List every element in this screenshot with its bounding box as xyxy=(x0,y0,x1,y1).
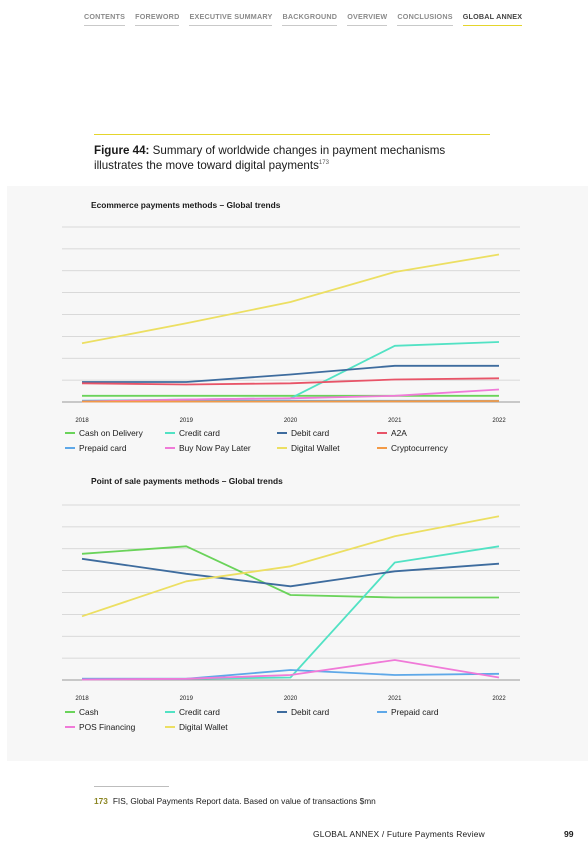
legend-label: Digital Wallet xyxy=(179,722,228,732)
chart2-series-debit-card xyxy=(81,557,500,588)
top-navigation: CONTENTS FOREWORD EXECUTIVE SUMMARY BACK… xyxy=(84,12,523,26)
legend-label: Cash on Delivery xyxy=(79,428,143,438)
legend-label: Cryptocurrency xyxy=(391,443,448,453)
chart1-title: Ecommerce payments methods – Global tren… xyxy=(91,200,281,210)
legend-swatch xyxy=(277,432,287,434)
nav-overview[interactable]: OVERVIEW xyxy=(347,12,388,26)
chart2-legend-credit-card: Credit card xyxy=(165,707,277,717)
charts-panel: Ecommerce payments methods – Global tren… xyxy=(7,186,588,761)
legend-label: Prepaid card xyxy=(391,707,439,717)
chart1-legend-cryptocurrency: Cryptocurrency xyxy=(377,443,497,453)
legend-swatch xyxy=(277,711,287,713)
chart2-x-tick-label: 2019 xyxy=(180,696,194,702)
chart2-x-tick-label: 2022 xyxy=(492,696,506,702)
nav-executive-summary[interactable]: EXECUTIVE SUMMARY xyxy=(189,12,273,26)
chart2-legend: Cash Credit card Debit card Prepaid card POS… xyxy=(65,707,525,732)
chart1-x-tick-label: 2020 xyxy=(284,418,298,424)
chart1-legend-cash-on-delivery: Cash on Delivery xyxy=(65,428,165,438)
legend-label: Credit card xyxy=(179,428,220,438)
chart1-x-tick-label: 2021 xyxy=(388,418,402,424)
chart1-legend-debit-card: Debit card xyxy=(277,428,377,438)
chart2-series-pos-financing xyxy=(81,659,500,681)
chart1-legend-credit-card: Credit card xyxy=(165,428,277,438)
legend-swatch xyxy=(377,432,387,434)
legend-swatch xyxy=(165,726,175,728)
legend-label: Debit card xyxy=(291,707,330,717)
chart2-legend-prepaid-card: Prepaid card xyxy=(377,707,497,717)
legend-swatch xyxy=(277,447,287,449)
footnote: 173 FIS, Global Payments Report data. Bas… xyxy=(94,796,376,806)
chart1-series-credit-card xyxy=(81,341,500,402)
legend-swatch xyxy=(165,447,175,449)
figure-title-text: Summary of worldwide changes in payment … xyxy=(94,144,446,172)
chart2-legend-debit-card: Debit card xyxy=(277,707,377,717)
legend-swatch xyxy=(65,726,75,728)
chart1-series-debit-card xyxy=(82,364,499,383)
ecommerce-line-chart: 2018 2019 2020 2021 2022 xyxy=(62,226,520,424)
legend-swatch xyxy=(65,432,75,434)
chart1-x-tick-label: 2022 xyxy=(492,418,506,424)
legend-swatch xyxy=(65,711,75,713)
legend-label: POS Financing xyxy=(79,722,136,732)
nav-foreword[interactable]: FOREWORD xyxy=(135,12,180,26)
legend-swatch xyxy=(165,432,175,434)
figure-reference: 173 xyxy=(318,160,329,167)
chart2-legend-digital-wallet: Digital Wallet xyxy=(165,722,277,732)
legend-swatch xyxy=(377,447,387,449)
chart1-legend: Cash on Delivery Credit card Debit card A2A… xyxy=(65,428,525,453)
chart1-series-a2a xyxy=(81,377,500,386)
chart2-title: Point of sale payments methods – Global … xyxy=(91,476,283,486)
footnote-rule xyxy=(94,786,169,787)
chart2-x-tick-label: 2020 xyxy=(284,696,298,702)
page-footer: GLOBAL ANNEX / Future Payments Review xyxy=(313,829,485,839)
legend-label: A2A xyxy=(391,428,407,438)
chart2-legend-cash: Cash xyxy=(65,707,165,717)
legend-swatch xyxy=(165,711,175,713)
chart1-series-buy-now-pay-later xyxy=(81,388,500,403)
chart1-legend-prepaid-card: Prepaid card xyxy=(65,443,165,453)
page-number: 99 xyxy=(564,829,574,839)
nav-conclusions[interactable]: CONCLUSIONS xyxy=(397,12,453,26)
chart1-legend-a2a: A2A xyxy=(377,428,497,438)
figure-title: Figure 44: Summary of worldwide changes … xyxy=(94,143,494,173)
chart2-legend-pos-financing: POS Financing xyxy=(65,722,165,732)
figure-label: Figure 44: xyxy=(94,144,150,157)
chart1-x-tick-label: 2018 xyxy=(75,418,89,424)
legend-swatch xyxy=(377,711,387,713)
legend-label: Debit card xyxy=(291,428,330,438)
legend-label: Buy Now Pay Later xyxy=(179,443,251,453)
chart1-series-digital-wallet xyxy=(81,253,500,345)
figure-rule xyxy=(94,134,490,135)
legend-swatch xyxy=(65,447,75,449)
legend-label: Cash xyxy=(79,707,99,717)
nav-global-annex[interactable]: GLOBAL ANNEX xyxy=(462,12,523,26)
footnote-number: 173 xyxy=(94,796,108,806)
nav-background[interactable]: BACKGROUND xyxy=(282,12,338,26)
legend-label: Prepaid card xyxy=(79,443,127,453)
legend-label: Digital Wallet xyxy=(291,443,340,453)
chart2-x-tick-label: 2021 xyxy=(388,696,402,702)
chart1-legend-buy-now-pay-later: Buy Now Pay Later xyxy=(165,443,277,453)
footnote-text: FIS, Global Payments Report data. Based … xyxy=(112,796,376,806)
chart1-series-cryptocurrency xyxy=(82,400,500,403)
legend-label: Credit card xyxy=(179,707,220,717)
chart1-legend-digital-wallet: Digital Wallet xyxy=(277,443,377,453)
chart1-x-tick-label: 2019 xyxy=(180,418,194,424)
chart2-x-tick-label: 2018 xyxy=(75,696,89,702)
chart2-series-digital-wallet xyxy=(81,515,500,618)
pos-line-chart: 2018 2019 2020 2021 2022 xyxy=(62,504,520,702)
chart2-series-cash xyxy=(81,545,499,599)
nav-contents[interactable]: CONTENTS xyxy=(84,12,126,26)
